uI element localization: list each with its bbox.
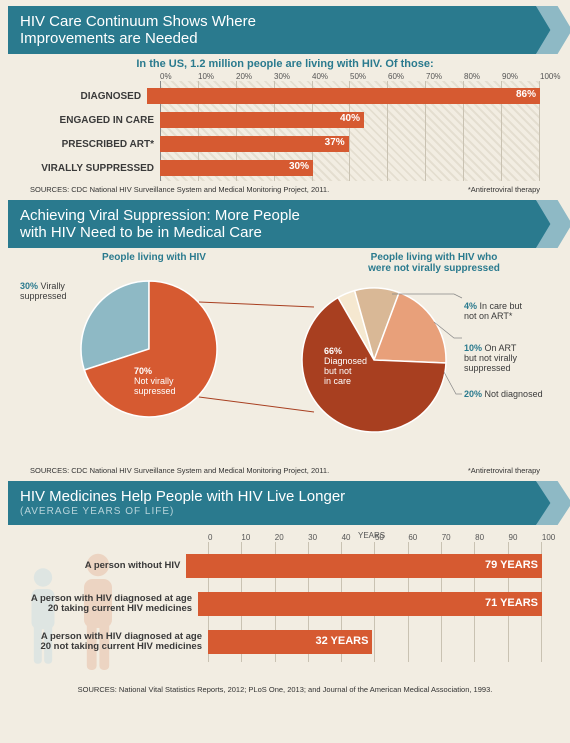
bar: 86% [147,88,540,104]
continuum-bar-chart: 0%10%20%30%40%50%60%70%80%90%100% DIAGNO… [30,72,540,181]
left-pie-label-notsuppressed: 70%Not virally supressed [134,367,176,397]
bar-label: PRESCRIBED ART* [30,139,160,150]
left-pie [74,274,224,424]
bar-row: A person without HIV79 YEARS [28,552,542,580]
lifespan-bar-chart: YEARS 0102030405060708090100 A person wi… [28,533,542,683]
section2-banner: Achieving Viral Suppression: More People… [8,200,562,248]
left-pie-title: People living with HIV [84,252,224,263]
right-pie-label-incare: 4% In care but not on ART* [464,292,522,322]
left-pie-label-suppressed: 30% Virally suppressed [20,282,67,302]
bar-row: A person with HIV diagnosed at age 20 no… [28,628,542,656]
bar-row: VIRALLY SUPPRESSED30% [30,159,540,177]
right-pie-label-notdiag: 20% Not diagnosed [464,390,543,400]
bar-row: PRESCRIBED ART*37% [30,135,540,153]
section3-subtitle: (AVERAGE YEARS OF LIFE) [20,506,345,518]
bar: 32 YEARS [208,630,372,654]
section3-title: HIV Medicines Help People with HIV Live … [20,488,345,505]
bar-row: A person with HIV diagnosed at age 20 ta… [28,590,542,618]
bar-label: A person with HIV diagnosed at age 20 no… [28,632,208,653]
section2-source: SOURCES: CDC National HIV Surveillance S… [30,466,329,475]
bar: 71 YEARS [198,592,542,616]
bar-label: ENGAGED IN CARE [30,115,160,126]
bar: 79 YEARS [186,554,542,578]
bar-row: DIAGNOSED86% [30,87,540,105]
bar-label: A person with HIV diagnosed at age 20 ta… [28,594,198,615]
bar: 30% [160,160,313,176]
section1-source: SOURCES: CDC National HIV Surveillance S… [30,185,329,194]
bar-label: VIRALLY SUPPRESSED [30,163,160,174]
bar: 40% [160,112,364,128]
section1-subtitle: In the US, 1.2 million people are living… [0,58,570,70]
section1-footnote: *Antiretroviral therapy [468,185,540,194]
section2-title: Achieving Viral Suppression: More People… [20,207,300,242]
section3-banner: HIV Medicines Help People with HIV Live … [8,481,562,525]
right-pie [294,280,454,440]
pie-charts-area: People living with HIV People living wit… [14,252,556,462]
bar-label: A person without HIV [28,561,186,571]
bar-label: DIAGNOSED [30,91,147,102]
bar-row: ENGAGED IN CARE40% [30,111,540,129]
right-pie-label-onart: 10% On ART but not virally suppressed [464,334,517,374]
section2-footnote: *Antiretroviral therapy [468,466,540,475]
section3-source: SOURCES: National Vital Statistics Repor… [78,685,493,694]
right-pie-label-diagnosed: 66%Diagnosed but not in care [324,347,367,387]
section1-banner: HIV Care Continuum Shows Where Improveme… [8,6,562,54]
right-pie-title: People living with HIV who were not vira… [344,252,524,274]
section1-title: HIV Care Continuum Shows Where Improveme… [20,13,256,48]
bar: 37% [160,136,349,152]
